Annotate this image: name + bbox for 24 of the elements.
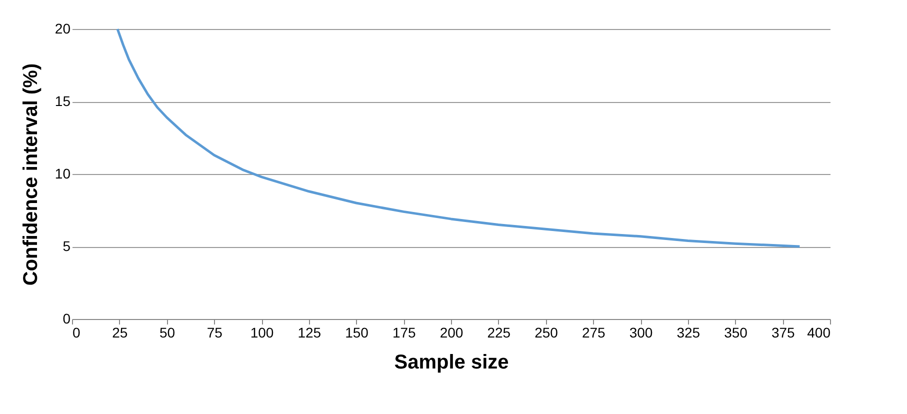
x-tick-label: 150 bbox=[345, 324, 369, 340]
line-series bbox=[116, 28, 801, 248]
y-tick-label: 5 bbox=[62, 238, 71, 254]
y-tick-label: 20 bbox=[54, 20, 71, 36]
x-tick-label: 125 bbox=[298, 324, 322, 340]
x-tick-label: 275 bbox=[582, 324, 606, 340]
x-tick-label: 75 bbox=[206, 324, 223, 340]
x-tick-label: 200 bbox=[440, 324, 464, 340]
y-tick-label: 10 bbox=[54, 166, 71, 182]
x-tick-label: 100 bbox=[250, 324, 274, 340]
x-tick-label: 225 bbox=[487, 324, 511, 340]
x-axis-title: Sample size bbox=[394, 352, 509, 374]
x-tick-label: 350 bbox=[724, 324, 748, 340]
x-tick-label: 175 bbox=[392, 324, 416, 340]
x-tick-label: 400 bbox=[807, 324, 831, 340]
x-tick-label: 50 bbox=[159, 324, 176, 340]
x-tick-label: 250 bbox=[534, 324, 558, 340]
x-tick-label: 325 bbox=[676, 324, 700, 340]
x-tick-label: 300 bbox=[629, 324, 653, 340]
x-tick-label: 25 bbox=[112, 324, 128, 340]
y-tick-label: 0 bbox=[62, 310, 71, 326]
y-tick-label: 15 bbox=[54, 93, 71, 109]
x-tick-label: 375 bbox=[771, 324, 796, 340]
y-axis-title: Confidence interval (%) bbox=[20, 63, 42, 286]
